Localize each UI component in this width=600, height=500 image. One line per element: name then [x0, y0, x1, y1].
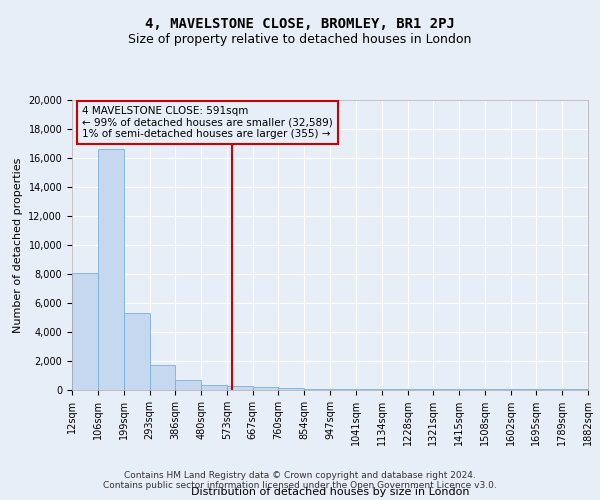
Bar: [72, 272, 98, 390]
Text: Size of property relative to detached houses in London: Size of property relative to detached ho…: [128, 32, 472, 46]
Text: Contains HM Land Registry data © Crown copyright and database right 2024.
Contai: Contains HM Land Registry data © Crown c…: [103, 470, 497, 490]
Text: 4, MAVELSTONE CLOSE, BROMLEY, BR1 2PJ: 4, MAVELSTONE CLOSE, BROMLEY, BR1 2PJ: [145, 18, 455, 32]
Bar: [201, 385, 227, 390]
Bar: [227, 386, 253, 390]
Bar: [278, 388, 304, 390]
Bar: [124, 313, 149, 390]
Bar: [175, 380, 201, 390]
Bar: [98, 150, 124, 390]
Bar: [149, 364, 175, 390]
Y-axis label: Number of detached properties: Number of detached properties: [13, 158, 23, 332]
Bar: [330, 388, 356, 390]
Bar: [356, 388, 382, 390]
Text: 4 MAVELSTONE CLOSE: 591sqm
← 99% of detached houses are smaller (32,589)
1% of s: 4 MAVELSTONE CLOSE: 591sqm ← 99% of deta…: [82, 106, 333, 139]
Bar: [253, 387, 278, 390]
X-axis label: Distribution of detached houses by size in London: Distribution of detached houses by size …: [191, 487, 469, 497]
Bar: [304, 388, 330, 390]
